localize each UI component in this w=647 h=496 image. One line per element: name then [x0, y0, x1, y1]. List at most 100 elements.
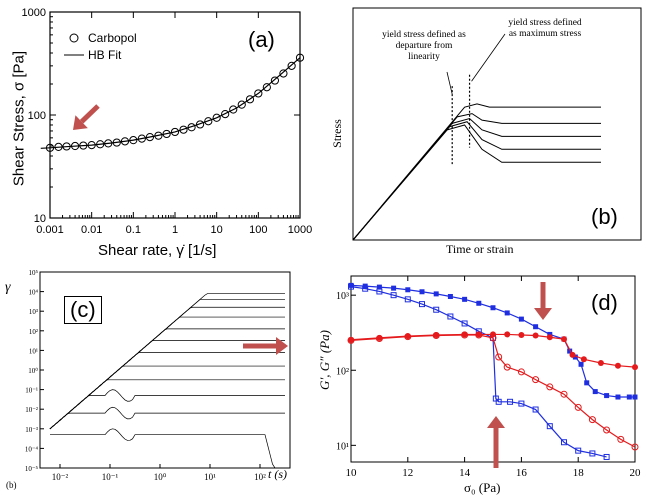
open-square-marker — [419, 301, 425, 308]
carbopol-point — [295, 53, 305, 62]
carbopol-point — [137, 134, 146, 143]
filled-square-marker — [476, 300, 482, 306]
x-tick-label-c: 10¹ — [204, 472, 216, 482]
open-circle-marker — [603, 426, 611, 434]
filled-circle-marker — [632, 364, 638, 371]
y-tick-label-c: 10⁻¹ — [25, 387, 38, 395]
carbopol-point — [104, 139, 113, 148]
y-axis-label-c: γ — [5, 280, 11, 295]
open-square-marker — [561, 439, 567, 446]
open-square-marker — [518, 400, 525, 407]
arrow-c-head — [276, 337, 288, 355]
creep-curve-c — [49, 340, 285, 430]
stress-curve-b — [352, 117, 601, 241]
filled-square-marker — [572, 354, 578, 360]
annotation-departure-linearity: yield stress defined as departure from l… — [382, 30, 466, 62]
y-tick-label-a: 1000 — [22, 7, 46, 19]
filled-circle-marker — [504, 331, 511, 338]
x-tick-label-c: 10⁻² — [52, 472, 69, 482]
open-square-marker — [362, 285, 369, 292]
x-tick-label-a: 0.1 — [126, 224, 141, 236]
open-circle-marker — [495, 353, 503, 361]
x-tick-label-a: 10 — [211, 224, 223, 236]
filled-square-marker — [518, 316, 524, 322]
y-tick-label-c: 10⁻³ — [25, 426, 38, 434]
x-tick-label-d: 18 — [573, 467, 585, 479]
stress-curve-b — [352, 103, 601, 241]
x-tick-label-a: 0.01 — [81, 224, 102, 236]
hb-fit-line — [40, 57, 301, 149]
carbopol-point — [287, 61, 296, 70]
y-tick-label-d: 10³ — [336, 291, 349, 302]
carbopol-point — [79, 141, 88, 150]
open-square-marker — [390, 292, 397, 299]
creep-curve-c — [49, 365, 285, 430]
filled-circle-marker — [561, 336, 567, 343]
filled-square-marker — [533, 324, 539, 330]
carbopol-point — [45, 143, 55, 152]
open-square-marker — [404, 296, 411, 303]
y-tick-label-c: 10⁴ — [29, 289, 39, 297]
arrow-a-head — [73, 115, 88, 130]
y-tick-label-c: 10² — [29, 328, 38, 336]
open-square-marker — [495, 398, 502, 405]
carbopol-point — [54, 142, 63, 152]
open-circle-marker — [546, 383, 554, 391]
open-circle-marker — [375, 334, 383, 342]
filled-square-marker — [376, 284, 382, 290]
filled-square-marker — [490, 305, 496, 311]
carbopol-point — [237, 100, 246, 109]
filled-circle-marker — [376, 334, 383, 341]
stress-curve-b — [352, 124, 601, 241]
y-tick-label-c: 10⁻⁴ — [25, 445, 39, 453]
y-tick-label-c: 10⁻² — [25, 406, 38, 414]
panel-d: 10 12 14 16 18 20 10¹ 10² 10³ G′, G″ (Pa) σ₀ (Pa… — [317, 262, 647, 496]
open-square-marker — [433, 306, 440, 313]
filled-circle-marker — [546, 334, 553, 341]
carbopol-point — [187, 123, 196, 132]
stress-curve-b — [352, 121, 601, 241]
x-axis-label-b: Time or strain — [446, 242, 514, 256]
filled-square-marker — [419, 289, 425, 295]
carbopol-point — [270, 76, 280, 85]
creep-curve-c — [49, 389, 285, 430]
filled-square-marker — [584, 380, 590, 386]
arrow-d-up-head — [487, 416, 505, 428]
filled-square-marker — [405, 287, 411, 293]
legend-hbfit-label: HB Fit — [88, 48, 122, 62]
chart-c-svg: 10⁻² 10⁻¹ 10⁰ 10¹ 10² 10⁻⁵ 10⁻⁴ 10⁻³ 10⁻² 10⁻¹ 10⁰… — [25, 269, 291, 482]
x-axis-label-c: t (s) — [268, 467, 287, 481]
open-circle-marker — [489, 334, 497, 342]
open-circle-marker — [631, 443, 639, 451]
carbopol-point — [245, 95, 255, 104]
filled-circle-marker — [348, 336, 354, 343]
open-circle-marker — [517, 368, 525, 376]
carbopol-point — [162, 129, 171, 139]
carbopol-point — [112, 138, 121, 147]
x-axis-label-d: σ₀ (Pa) — [464, 480, 501, 495]
open-square-marker — [376, 288, 383, 295]
filled-square-marker — [447, 293, 453, 299]
y-tick-label-c: 10³ — [29, 308, 38, 316]
y-tick-label-c: 10¹ — [29, 347, 38, 355]
x-tick-label-d: 10 — [346, 467, 358, 479]
open-square-marker — [589, 450, 596, 457]
carbopol-point — [221, 110, 230, 119]
filled-square-marker — [433, 291, 439, 297]
chart-d-svg: 10 12 14 16 18 20 10¹ 10² 10³ — [336, 275, 641, 479]
open-circle-marker — [503, 363, 511, 371]
filled-square-marker — [567, 348, 573, 354]
filled-circle-marker — [614, 362, 621, 369]
x-tick-label-d: 16 — [516, 467, 528, 479]
open-square-marker — [507, 398, 514, 405]
panel-a: 0.001 0.01 0.1 1 10 100 1000 10 100 1000 Carbopol… — [0, 0, 320, 259]
carbopol-point — [96, 140, 105, 149]
y-axis-label-a: Shear Stress, σ [Pa] — [10, 50, 28, 187]
filled-square-marker — [626, 394, 632, 400]
filled-circle-marker — [518, 331, 525, 338]
panel-c-sub-tag: (b) — [6, 480, 17, 490]
carbopol-point — [229, 105, 238, 114]
panel-d-tag: (d) — [591, 290, 618, 315]
open-circle-marker — [532, 376, 540, 384]
carbopol-point — [145, 133, 155, 142]
